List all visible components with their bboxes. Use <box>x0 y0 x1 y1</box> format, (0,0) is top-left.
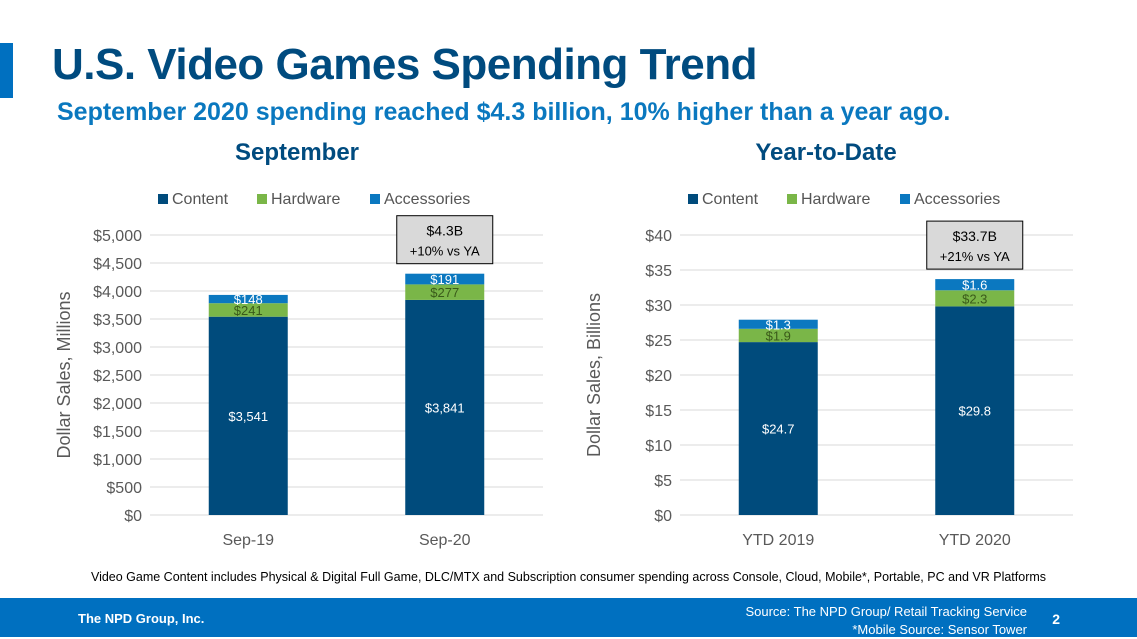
bar-accessories <box>208 294 288 304</box>
y-tick-label: $2,500 <box>93 368 142 385</box>
y-tick-label: $3,000 <box>93 340 142 357</box>
y-tick-label: $30 <box>645 298 672 315</box>
y-tick-label: $25 <box>645 333 672 350</box>
legend-label: Accessories <box>384 191 470 208</box>
footer-source: Source: The NPD Group/ Retail Tracking S… <box>745 603 1027 639</box>
data-label-hardware: $2.3 <box>962 291 987 306</box>
bar-accessories <box>738 319 818 329</box>
bar-content <box>208 316 288 515</box>
y-tick-label: $1,500 <box>93 424 142 441</box>
annotation-box <box>926 220 1024 270</box>
y-tick-label: $0 <box>654 508 672 525</box>
data-label-hardware: $241 <box>234 303 263 318</box>
y-tick-label: $5 <box>654 473 672 490</box>
y-tick-label: $4,000 <box>93 284 142 301</box>
bar-stack-sep-19: $3,541 $241$148 <box>208 292 288 515</box>
y-tick-label: $5,000 <box>93 228 142 245</box>
legend-item-accessories: Accessories <box>370 191 470 208</box>
y-tick-label: $35 <box>645 263 672 280</box>
y-tick-label: $2,000 <box>93 396 142 413</box>
data-label-hardware: $277 <box>430 285 459 300</box>
chart-title-ytd: Year-to-Date <box>755 139 897 166</box>
footnote: Video Game Content includes Physical & D… <box>90 570 1047 584</box>
y-tick-label: $0 <box>124 508 142 525</box>
footer-source-line1: Source: The NPD Group/ Retail Tracking S… <box>745 604 1027 619</box>
y-tick-label: $10 <box>645 438 672 455</box>
bar-hardware <box>405 284 485 300</box>
page-title: U.S. Video Games Spending Trend <box>52 40 757 89</box>
legend-item-accessories: Accessories <box>900 191 1000 208</box>
data-label-content: $24.7 <box>762 422 795 437</box>
footer-bar: The NPD Group, Inc. Source: The NPD Grou… <box>0 598 1137 637</box>
total-annotation: $33.7B +21% vs YA <box>926 220 1024 270</box>
bar-hardware <box>738 328 818 343</box>
legend-item-hardware: Hardware <box>257 191 340 208</box>
bar-stack-ytd-2019: $24.7 $1.9$1.3 <box>738 317 818 515</box>
y-tick-label: $3,500 <box>93 312 142 329</box>
data-label-content: $29.8 <box>958 404 991 419</box>
x-tick-label: YTD 2020 <box>939 532 1011 549</box>
bar-content <box>405 299 485 515</box>
legend-item-content: Content <box>158 191 229 208</box>
bar-accessories <box>935 279 1015 291</box>
x-tick-label: Sep-19 <box>222 532 274 549</box>
legend-swatch <box>370 194 380 204</box>
legend-swatch <box>900 194 910 204</box>
total-annotation: $4.3B +10% vs YA <box>396 215 494 265</box>
data-label-content: $3,841 <box>425 400 465 415</box>
legend-swatch <box>688 194 698 204</box>
y-tick-label: $20 <box>645 368 672 385</box>
bar-accessories <box>405 273 485 285</box>
page-number: 2 <box>1052 611 1060 627</box>
legend-item-hardware: Hardware <box>787 191 870 208</box>
annotation-line: +10% vs YA <box>410 244 480 259</box>
y-tick-label: $15 <box>645 403 672 420</box>
chart-title-september: September <box>234 139 360 166</box>
legend-label: Hardware <box>271 191 340 208</box>
legend-swatch <box>257 194 267 204</box>
bar-content <box>738 342 818 515</box>
y-tick-label: $40 <box>645 228 672 245</box>
footer-company: The NPD Group, Inc. <box>78 611 205 626</box>
data-label-hardware: $1.9 <box>766 328 791 343</box>
annotation-line: $33.7B <box>953 228 997 244</box>
footer-source-line2: *Mobile Source: Sensor Tower <box>852 622 1027 637</box>
bar-stack-sep-20: $3,841 $277$191 <box>405 272 485 515</box>
y-tick-label: $1,000 <box>93 452 142 469</box>
y-tick-label: $500 <box>106 480 142 497</box>
legend-swatch <box>787 194 797 204</box>
x-tick-label: YTD 2019 <box>742 532 814 549</box>
legend-label: Content <box>172 191 229 208</box>
annotation-line: $4.3B <box>426 223 463 239</box>
data-label-accessories: $191 <box>430 272 459 287</box>
ytd-chart: Content Hardware Accessories $0 $5 $10 $15 $20 $… <box>584 191 1073 549</box>
legend-label: Content <box>702 191 759 208</box>
annotation-line: +21% vs YA <box>940 249 1010 264</box>
y-tick-label: $4,500 <box>93 256 142 273</box>
y-axis-label: Dollar Sales, Billions <box>584 293 604 457</box>
september-chart: Content Hardware Accessories $0 $500 $1,000 $1… <box>54 191 543 549</box>
y-axis-label: Dollar Sales, Millions <box>54 291 74 458</box>
page-subtitle: September 2020 spending reached $4.3 bil… <box>57 98 951 126</box>
x-tick-label: Sep-20 <box>419 532 471 549</box>
data-label-accessories: $1.6 <box>962 278 987 293</box>
title-accent-bar <box>0 43 13 98</box>
data-label-accessories: $148 <box>234 292 263 307</box>
annotation-box <box>396 215 494 265</box>
legend-label: Hardware <box>801 191 870 208</box>
data-label-accessories: $1.3 <box>766 317 791 332</box>
bar-stack-ytd-2020: $29.8 $2.3$1.6 <box>935 278 1015 515</box>
legend-label: Accessories <box>914 191 1000 208</box>
data-label-content: $3,541 <box>228 409 268 424</box>
legend-item-content: Content <box>688 191 759 208</box>
legend-swatch <box>158 194 168 204</box>
bar-hardware <box>208 303 288 317</box>
bar-content <box>935 306 1015 515</box>
bar-hardware <box>935 290 1015 307</box>
